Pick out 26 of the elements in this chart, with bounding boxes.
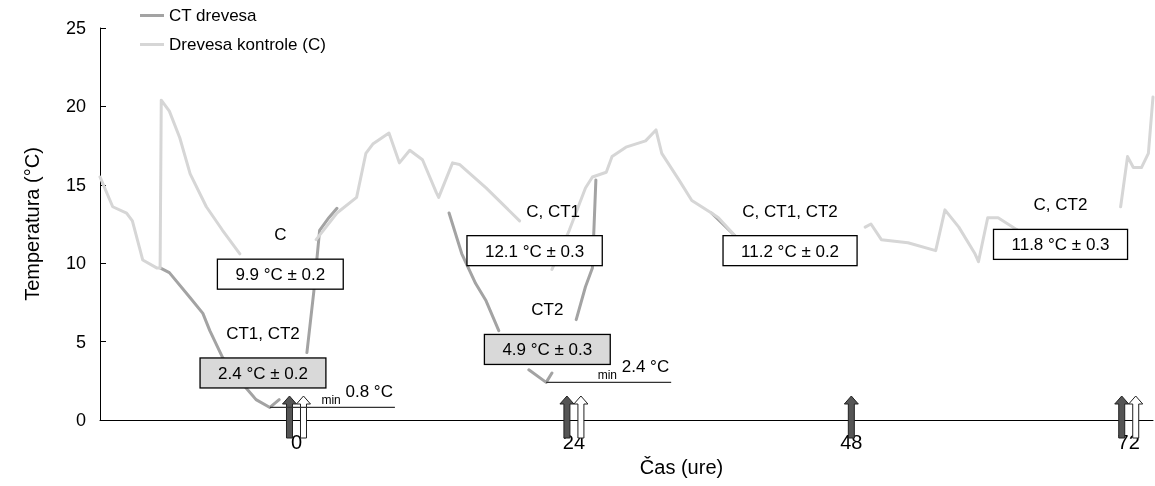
y-tick-label: 20 [65,96,86,117]
y-tick-label: 5 [75,331,86,352]
y-tick-label: 25 [65,18,86,38]
annotation: CT1, CT2 [226,323,300,343]
legend-label: Drevesa kontrole (C) [169,35,326,54]
annotation: 4.9 °C ± 0.3 [502,340,593,360]
legend-label: CT drevesa [169,6,258,25]
y-tick-label: 10 [65,253,86,274]
annotation: 11.2 °C ± 0.2 [741,241,840,261]
y-axis-title: Temperatura (°C) [21,147,43,301]
annotation: C [274,225,287,245]
annotation: 9.9 °C ± 0.2 [235,265,326,285]
annotation: C, CT2 [1033,195,1088,215]
x-tick-label: 48 [840,431,863,453]
annotation: $_{min}$ 2.4 °C [597,357,670,383]
y-tick-label: 0 [75,410,86,430]
annotation: 2.4 °C ± 0.2 [218,363,308,383]
annotation: $_{min}$ 0.8 °C [321,382,393,408]
y-tick-label: 15 [65,174,86,195]
annotation: 11.8 °C ± 0.3 [1011,235,1110,255]
x-axis-title: Čas (ure) [639,455,724,478]
x-tick-label: 0 [290,431,303,453]
annotation: 12.1 °C ± 0.3 [484,241,585,261]
annotation: CT2 [531,300,564,320]
annotation: C, CT1, CT2 [742,201,838,221]
annotation: C, CT1 [526,201,581,221]
